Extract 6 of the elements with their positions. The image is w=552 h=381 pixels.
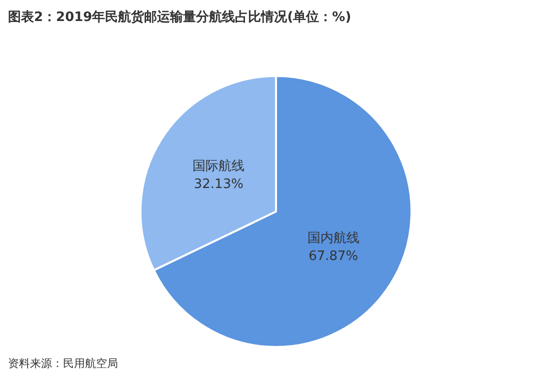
data-label: 32.13%: [194, 176, 244, 192]
slice-label: 国内航线: [307, 230, 360, 246]
chart-title: 图表2：2019年民航货邮运输量分航线占比情况(单位：%): [8, 8, 352, 26]
text: 资料来源：民用航空局: [8, 356, 118, 371]
slice-label: 国际航线: [192, 158, 245, 174]
data-label: 67.87%: [308, 248, 358, 264]
